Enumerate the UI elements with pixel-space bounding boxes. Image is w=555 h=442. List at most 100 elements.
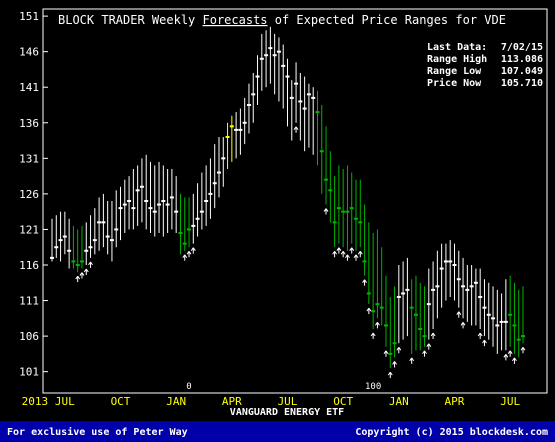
up-arrow-icon [387, 371, 393, 379]
x-tick-label: JAN [389, 395, 409, 408]
price-marker [268, 47, 273, 50]
price-marker [75, 264, 80, 266]
price-marker [97, 221, 102, 224]
price-marker [396, 296, 401, 298]
chart-title: BLOCK TRADER Weekly Forecasts of Expecte… [58, 13, 506, 27]
price-marker [272, 54, 277, 57]
y-tick-label: 101 [19, 366, 39, 379]
price-marker [264, 54, 269, 57]
up-arrow-icon [396, 346, 402, 354]
price-marker [426, 303, 431, 306]
up-arrow-icon [182, 254, 188, 261]
price-marker [229, 125, 234, 128]
price-marker [383, 324, 388, 327]
up-arrow-icon [375, 322, 380, 329]
up-arrow-icon [349, 247, 355, 254]
price-marker [289, 96, 294, 99]
y-tick-label: 136 [19, 117, 39, 130]
y-tick-label: 131 [19, 152, 39, 165]
price-marker [302, 107, 307, 110]
up-arrow-icon [332, 250, 338, 258]
up-arrow-icon [83, 268, 89, 275]
stat-range-high-label: Range High [427, 53, 487, 65]
up-arrow-icon [357, 250, 363, 258]
up-arrow-icon [456, 311, 462, 318]
price-marker [187, 228, 192, 231]
price-marker [148, 207, 153, 210]
y-tick-label: 146 [19, 46, 39, 59]
price-marker [469, 285, 474, 288]
up-arrow-icon [383, 350, 389, 357]
price-marker [67, 249, 72, 252]
price-marker [332, 221, 337, 224]
price-marker [328, 189, 333, 192]
x-tick-label: APR [445, 395, 465, 408]
price-marker [315, 111, 320, 114]
price-marker [388, 352, 393, 355]
price-marker [401, 292, 406, 295]
price-marker [375, 303, 380, 306]
y-tick-label: 141 [19, 81, 39, 94]
price-marker [191, 224, 196, 227]
price-marker [461, 285, 466, 288]
price-marker [204, 200, 209, 202]
price-marker [306, 93, 311, 96]
exclusive-use-note: For exclusive use of Peter Way [7, 426, 188, 438]
y-tick-label: 151 [19, 10, 39, 23]
price-marker [486, 313, 491, 316]
price-marker [122, 203, 127, 206]
up-arrow-icon [366, 307, 372, 315]
price-marker [521, 335, 525, 338]
title-forecasts-link[interactable]: Forecasts [203, 13, 268, 27]
price-marker [144, 200, 149, 202]
price-marker [276, 50, 281, 53]
x-tick-label: OCT [333, 395, 353, 408]
price-marker [114, 228, 119, 231]
range-bars [50, 26, 525, 369]
price-marker [452, 264, 457, 266]
price-marker [294, 82, 299, 85]
price-marker [456, 278, 461, 281]
up-arrow-icon [392, 361, 397, 368]
x-tick-label: JAN [166, 395, 186, 408]
y-tick-label: 106 [19, 330, 39, 343]
price-marker [499, 320, 504, 323]
price-marker [409, 306, 414, 309]
price-marker [448, 260, 453, 263]
stat-price-now-label: Price Now [427, 77, 482, 89]
price-marker [379, 306, 384, 309]
y-tick-label: 126 [19, 188, 39, 201]
price-marker [161, 200, 166, 202]
price-marker [251, 93, 256, 96]
up-arrow-icon [422, 350, 427, 357]
price-marker [319, 150, 324, 153]
scale-marker-label: 100 [365, 382, 381, 392]
price-marker [443, 260, 448, 263]
price-marker [413, 313, 418, 316]
price-marker [71, 260, 76, 263]
price-marker [242, 121, 247, 124]
price-marker [50, 256, 54, 259]
y-tick-label: 121 [19, 223, 39, 236]
title-suffix: of Expected Price Ranges for VDE [268, 13, 506, 27]
forecast-arrows [75, 126, 526, 379]
price-marker [435, 285, 440, 288]
price-marker [311, 96, 316, 99]
up-arrow-icon [75, 275, 81, 283]
price-marker [165, 203, 170, 206]
price-marker [101, 221, 106, 224]
up-arrow-icon [362, 279, 367, 286]
footer-bar [0, 421, 555, 442]
up-arrow-icon [79, 272, 85, 279]
y-axis: 101 106 111 116 121 126 131 136 141 146 151 [19, 10, 48, 379]
x-tick-label: APR [222, 395, 242, 408]
price-marker [473, 281, 478, 284]
price-marker [174, 210, 179, 213]
price-marker [135, 189, 140, 192]
up-arrow-icon [409, 357, 415, 364]
price-marker [508, 313, 513, 316]
price-marker [259, 57, 264, 60]
price-marker [216, 171, 221, 174]
